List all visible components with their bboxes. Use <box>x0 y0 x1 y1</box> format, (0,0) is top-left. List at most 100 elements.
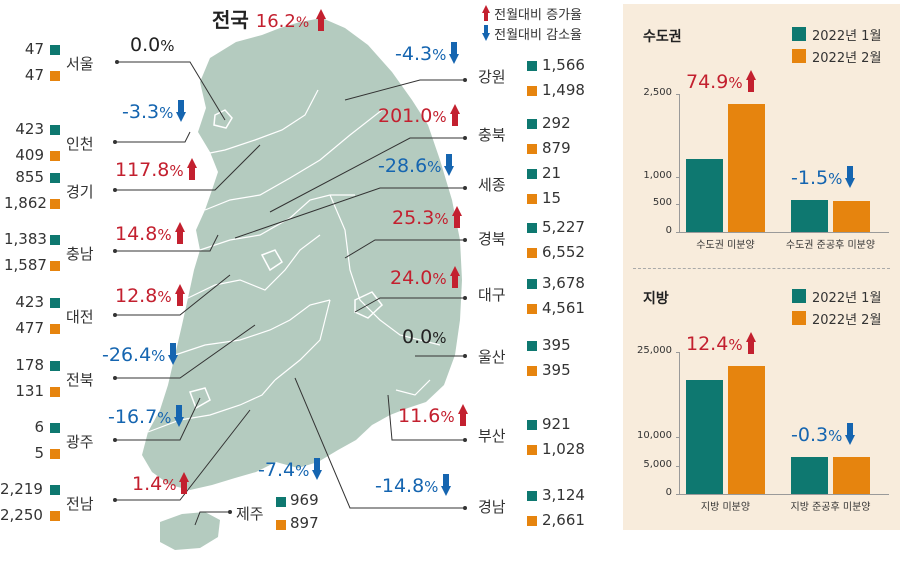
region-rate: -26.4% <box>102 343 179 366</box>
jan-square-icon <box>527 420 537 430</box>
legend-swatch-icon <box>792 311 806 325</box>
chart-title: 수도권 <box>643 29 682 45</box>
y-tick-mark <box>676 232 680 233</box>
legend-down: 전월대비 감소율 <box>482 24 582 43</box>
region-feb-value: 1,498 <box>542 81 585 99</box>
bar-feb <box>833 456 870 494</box>
chart-rate-value: -0.3 <box>791 423 829 446</box>
down-arrow-icon <box>312 458 323 480</box>
region-rate-value: 0.0 <box>130 34 161 56</box>
region-feb-value: 15 <box>542 189 562 207</box>
jan-square-icon <box>527 279 537 289</box>
national-label: 전국 <box>212 8 249 32</box>
region-rate-value: 11.6 <box>398 405 441 427</box>
chart-rate-value: 12.4 <box>686 333 729 356</box>
feb-square-icon <box>527 366 537 376</box>
percent-sign: % <box>424 478 439 496</box>
chart-rate: -1.5% <box>791 166 856 190</box>
region-rate-value: -14.8 <box>375 475 425 497</box>
up-arrow-icon <box>186 158 197 180</box>
y-tick-label: 0 <box>665 487 672 498</box>
percent-sign: % <box>432 46 447 64</box>
region-name: 울산 <box>478 348 506 366</box>
category-label: 지방 미분양 <box>700 502 751 513</box>
y-tick-label: 0 <box>665 225 672 236</box>
y-tick-label: 1,000 <box>643 169 672 181</box>
percent-sign: % <box>295 462 310 480</box>
region-jan-value: 1,566 <box>542 56 585 74</box>
region-name: 광주 <box>66 433 94 451</box>
feb-square-icon <box>276 520 286 530</box>
region-rate-value: 117.8 <box>115 159 170 181</box>
region-feb-value: 2,250 <box>0 506 43 524</box>
region-rate-value: 0.0 <box>402 326 433 348</box>
region-name: 경북 <box>478 230 506 248</box>
feb-square-icon <box>50 449 60 459</box>
y-tick-mark <box>676 94 680 95</box>
region-jan-value: 921 <box>542 415 571 433</box>
bar-feb <box>728 366 765 494</box>
feb-square-icon <box>50 71 60 81</box>
bar-feb <box>833 200 870 232</box>
region-jan-value: 423 <box>15 293 44 311</box>
jan-square-icon <box>527 61 537 71</box>
feb-square-icon <box>527 86 537 96</box>
region-feb-value: 6,552 <box>542 243 585 261</box>
region-name: 서울 <box>66 55 94 73</box>
bar-feb <box>728 104 765 232</box>
percent-sign: % <box>160 37 175 55</box>
region-feb-value: 409 <box>15 146 44 164</box>
national-rate: 16.2% <box>255 11 310 32</box>
region-rate-value: 12.8 <box>115 285 158 307</box>
jan-square-icon <box>50 173 60 183</box>
jan-square-icon <box>50 125 60 135</box>
x-axis-line <box>679 232 889 233</box>
y-tick-mark <box>676 352 680 353</box>
percent-sign: % <box>728 336 743 355</box>
down-arrow-icon <box>168 343 179 365</box>
percent-sign: % <box>159 104 174 122</box>
korea-map <box>113 18 467 550</box>
region-jan-value: 47 <box>24 40 44 58</box>
bar-jan <box>686 380 723 494</box>
feb-square-icon <box>527 194 537 204</box>
region-name: 부산 <box>478 427 506 445</box>
chart-rate-value: -1.5 <box>791 167 829 190</box>
up-arrow-icon <box>174 284 185 306</box>
region-jan-value: 292 <box>542 114 571 132</box>
up-arrow-icon <box>316 9 327 31</box>
down-arrow-icon <box>449 42 460 64</box>
jan-square-icon <box>50 361 60 371</box>
region-jan-value: 423 <box>15 120 44 138</box>
region-rate: -16.7% <box>108 405 185 428</box>
y-axis-line <box>679 94 680 232</box>
feb-square-icon <box>527 516 537 526</box>
region-feb-value: 477 <box>15 319 44 337</box>
panel-divider <box>633 268 890 269</box>
percent-sign: % <box>828 426 843 445</box>
region-feb-value: 5 <box>34 444 44 462</box>
region-jan-value: 178 <box>15 356 44 374</box>
legend-down-label: 전월대비 감소율 <box>494 28 582 43</box>
y-tick-label: 500 <box>652 197 672 209</box>
region-feb-value: 1,587 <box>4 256 47 274</box>
y-tick-mark <box>676 437 680 439</box>
region-rate-value: 25.3 <box>392 207 435 229</box>
region-rate-value: -26.4 <box>102 344 152 366</box>
legend-swatch-icon <box>792 27 806 41</box>
chart-rate: 12.4% <box>686 332 756 355</box>
up-arrow-icon <box>449 266 460 288</box>
region-name: 인천 <box>66 135 94 153</box>
feb-square-icon <box>50 324 60 334</box>
region-rate-value: 1.4 <box>132 473 163 495</box>
region-rate: 24.0% <box>390 266 460 289</box>
chart-rate: -0.3% <box>791 422 856 446</box>
chart-rate-value: 74.9 <box>686 71 729 94</box>
region-rate-value: 24.0 <box>390 267 433 289</box>
seoul-outline <box>213 109 233 129</box>
down-arrow-icon <box>845 166 856 189</box>
region-jan-value: 855 <box>15 168 44 186</box>
legend-up: 전월대비 증가율 <box>482 4 582 23</box>
region-feb-value: 879 <box>542 139 571 157</box>
region-rate: -7.4% <box>258 458 323 481</box>
